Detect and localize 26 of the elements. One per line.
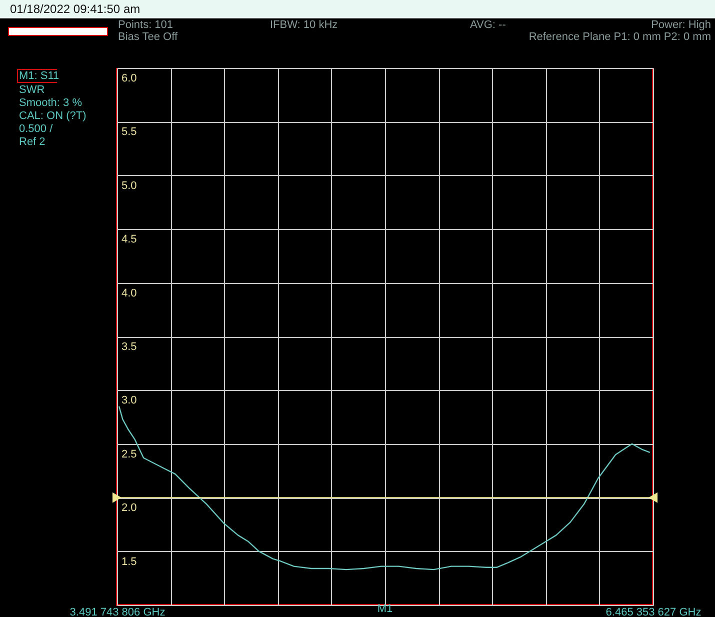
y-tick-label: 2.5 bbox=[122, 448, 137, 460]
text: Bias Tee Off bbox=[118, 31, 178, 43]
text: CAL: ON (?T) bbox=[19, 110, 86, 122]
text: M1: S11 bbox=[19, 70, 60, 82]
y-tick-label: 3.0 bbox=[122, 394, 137, 407]
y-tick-label: 6.0 bbox=[122, 72, 137, 84]
chart-title: 01/18/2022 09:41:50 am bbox=[10, 2, 140, 16]
y-tick-label: 1.5 bbox=[122, 556, 137, 568]
y-tick-label: 4.0 bbox=[122, 287, 137, 300]
y-tick-label: 3.5 bbox=[122, 341, 137, 353]
text: Points: 101 bbox=[118, 19, 174, 31]
text: IFBW: 10 kHz bbox=[270, 19, 338, 31]
annotation: M1 bbox=[376, 603, 394, 615]
text: 0.500 / bbox=[19, 123, 53, 135]
x-tick-label: 6.465 353 627 GHz bbox=[606, 606, 702, 617]
text: Smooth: 3 % bbox=[19, 97, 82, 109]
text: Power: High bbox=[651, 19, 711, 31]
text: SWR bbox=[19, 84, 45, 96]
text: AVG: -- bbox=[470, 19, 506, 31]
y-tick-label: 2.0 bbox=[122, 502, 137, 514]
y-tick-label: 5.5 bbox=[122, 126, 137, 138]
y-tick-label: 5.0 bbox=[122, 180, 137, 192]
text: Ref 2 bbox=[19, 136, 46, 148]
text: Reference Plane P1: 0 mm P2: 0 mm bbox=[528, 31, 711, 43]
x-tick-label: 3.491 743 806 GHz bbox=[70, 606, 166, 617]
y-tick-label: 4.5 bbox=[122, 234, 137, 246]
